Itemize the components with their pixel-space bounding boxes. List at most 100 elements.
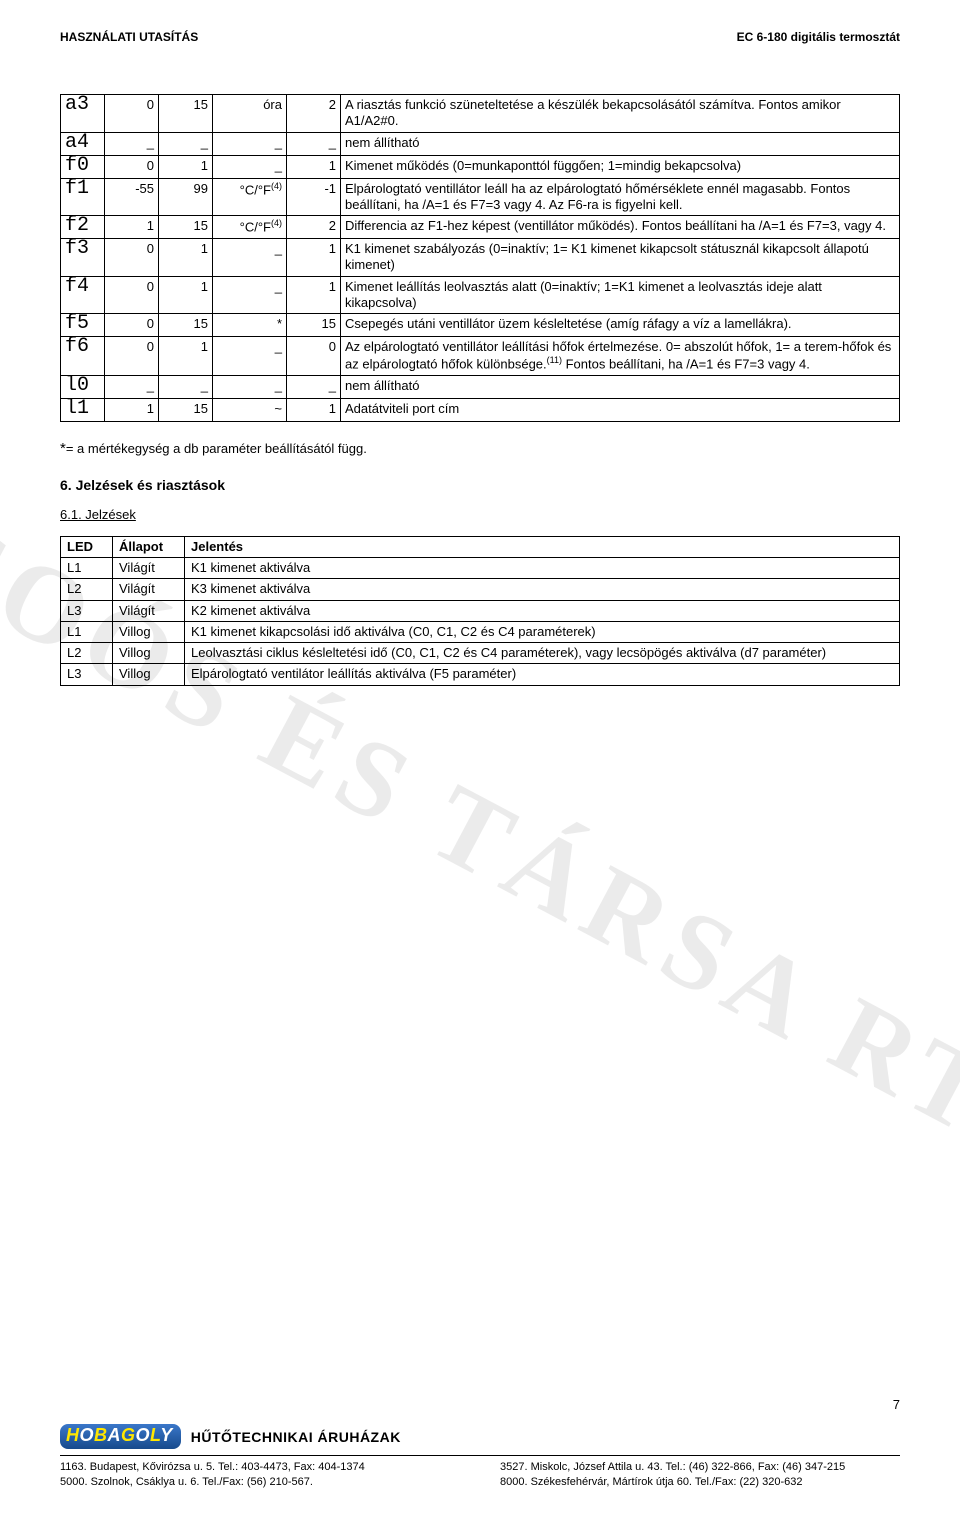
- addr-line: 8000. Székesfehérvár, Mártírok útja 60. …: [500, 1475, 900, 1490]
- led-row: L3VillogElpárologtató ventilátor leállít…: [61, 664, 900, 685]
- footnote-text: = a mértékegység a db paraméter beállítá…: [66, 441, 367, 456]
- param-desc: Kimenet működés (0=munkaponttól függően;…: [341, 155, 900, 178]
- param-desc: K1 kimenet szabályozás (0=inaktív; 1= K1…: [341, 239, 900, 277]
- param-desc: nem állítható: [341, 132, 900, 155]
- led-meaning: Elpárologtató ventilátor leállítás aktiv…: [185, 664, 900, 685]
- param-min: _: [105, 375, 159, 398]
- param-max: 1: [159, 239, 213, 277]
- param-code: f0: [61, 155, 105, 178]
- param-row: f601_0Az elpárologtató ventillátor leáll…: [61, 337, 900, 376]
- param-min: -55: [105, 178, 159, 216]
- led-table: LED Állapot Jelentés L1VilágítK1 kimenet…: [60, 536, 900, 686]
- param-default: _: [287, 375, 341, 398]
- param-row: f301_1K1 kimenet szabályozás (0=inaktív;…: [61, 239, 900, 277]
- param-unit: _: [213, 337, 287, 376]
- param-max: _: [159, 132, 213, 155]
- param-code: f2: [61, 216, 105, 239]
- param-row: f2115°C/°F(4)2Differencia az F1-hez képe…: [61, 216, 900, 239]
- led-state: Villog: [113, 643, 185, 664]
- led-col-meaning: Jelentés: [185, 536, 900, 557]
- param-row: l0____nem állítható: [61, 375, 900, 398]
- param-default: 1: [287, 155, 341, 178]
- param-desc: Adatátviteli port cím: [341, 398, 900, 421]
- logo-letter: L: [150, 1425, 160, 1445]
- led-row: L1VillogK1 kimenet kikapcsolási idő akti…: [61, 621, 900, 642]
- param-min: 0: [105, 276, 159, 314]
- param-desc: nem állítható: [341, 375, 900, 398]
- param-unit: *: [213, 314, 287, 337]
- param-desc: Differencia az F1-hez képest (ventilláto…: [341, 216, 900, 239]
- led-col-state: Állapot: [113, 536, 185, 557]
- led-id: L1: [61, 558, 113, 579]
- param-desc: Kimenet leállítás leolvasztás alatt (0=i…: [341, 276, 900, 314]
- param-desc: Csepegés utáni ventillátor üzem késlelte…: [341, 314, 900, 337]
- param-code: l0: [61, 375, 105, 398]
- parameter-table: a3015óra2A riasztás funkció szünetelteté…: [60, 94, 900, 422]
- led-row: L2VilágítK3 kimenet aktiválva: [61, 579, 900, 600]
- param-max: 15: [159, 95, 213, 133]
- logo-letter: Y: [160, 1425, 173, 1445]
- param-max: 1: [159, 276, 213, 314]
- param-default: 2: [287, 216, 341, 239]
- param-min: 0: [105, 155, 159, 178]
- led-row: L3VilágítK2 kimenet aktiválva: [61, 600, 900, 621]
- param-max: 15: [159, 398, 213, 421]
- param-unit: °C/°F(4): [213, 216, 287, 239]
- param-unit: _: [213, 276, 287, 314]
- param-unit: _: [213, 132, 287, 155]
- param-row: a4____nem állítható: [61, 132, 900, 155]
- logo-letter: O: [80, 1425, 95, 1445]
- led-row: L1VilágítK1 kimenet aktiválva: [61, 558, 900, 579]
- led-state: Világít: [113, 579, 185, 600]
- param-min: 1: [105, 398, 159, 421]
- param-min: 0: [105, 239, 159, 277]
- param-unit: óra: [213, 95, 287, 133]
- logo-letter: G: [121, 1425, 136, 1445]
- param-min: 0: [105, 337, 159, 376]
- led-meaning: K2 kimenet aktiválva: [185, 600, 900, 621]
- param-max: _: [159, 375, 213, 398]
- param-code: f1: [61, 178, 105, 216]
- footnote: *= a mértékegység a db paraméter beállít…: [60, 440, 900, 457]
- param-row: f001_1Kimenet működés (0=munkaponttól fü…: [61, 155, 900, 178]
- param-row: f401_1Kimenet leállítás leolvasztás alat…: [61, 276, 900, 314]
- param-max: 15: [159, 314, 213, 337]
- address-right: 3527. Miskolc, József Attila u. 43. Tel.…: [500, 1460, 900, 1490]
- param-code: f5: [61, 314, 105, 337]
- led-id: L2: [61, 579, 113, 600]
- led-state: Villog: [113, 664, 185, 685]
- address-block: 1163. Budapest, Kővirózsa u. 5. Tel.: 40…: [60, 1455, 900, 1490]
- page-number: 7: [893, 1397, 900, 1412]
- logo-letter: H: [66, 1425, 80, 1445]
- param-code: f4: [61, 276, 105, 314]
- param-code: a3: [61, 95, 105, 133]
- header-right: EC 6-180 digitális termosztát: [737, 30, 900, 44]
- led-meaning: K1 kimenet kikapcsolási idő aktiválva (C…: [185, 621, 900, 642]
- param-min: 0: [105, 314, 159, 337]
- led-id: L3: [61, 600, 113, 621]
- logo-bubble: HOBAGOLY: [60, 1424, 181, 1449]
- param-unit: _: [213, 375, 287, 398]
- led-state: Villog: [113, 621, 185, 642]
- param-min: 0: [105, 95, 159, 133]
- addr-line: 5000. Szolnok, Csáklya u. 6. Tel./Fax: (…: [60, 1475, 460, 1490]
- param-max: 1: [159, 155, 213, 178]
- param-desc: A riasztás funkció szüneteltetése a kész…: [341, 95, 900, 133]
- addr-line: 3527. Miskolc, József Attila u. 43. Tel.…: [500, 1460, 900, 1475]
- param-default: 15: [287, 314, 341, 337]
- param-code: l1: [61, 398, 105, 421]
- param-code: a4: [61, 132, 105, 155]
- param-default: 2: [287, 95, 341, 133]
- param-default: _: [287, 132, 341, 155]
- shop-title: HŰTŐTECHNIKAI ÁRUHÁZAK: [191, 1429, 401, 1445]
- param-default: -1: [287, 178, 341, 216]
- param-min: _: [105, 132, 159, 155]
- led-row: L2VillogLeolvasztási ciklus késleltetési…: [61, 643, 900, 664]
- section-6-heading: 6. Jelzések és riasztások: [60, 477, 900, 493]
- led-meaning: K1 kimenet aktiválva: [185, 558, 900, 579]
- param-min: 1: [105, 216, 159, 239]
- param-max: 15: [159, 216, 213, 239]
- param-unit: °C/°F(4): [213, 178, 287, 216]
- param-code: f6: [61, 337, 105, 376]
- param-unit: _: [213, 239, 287, 277]
